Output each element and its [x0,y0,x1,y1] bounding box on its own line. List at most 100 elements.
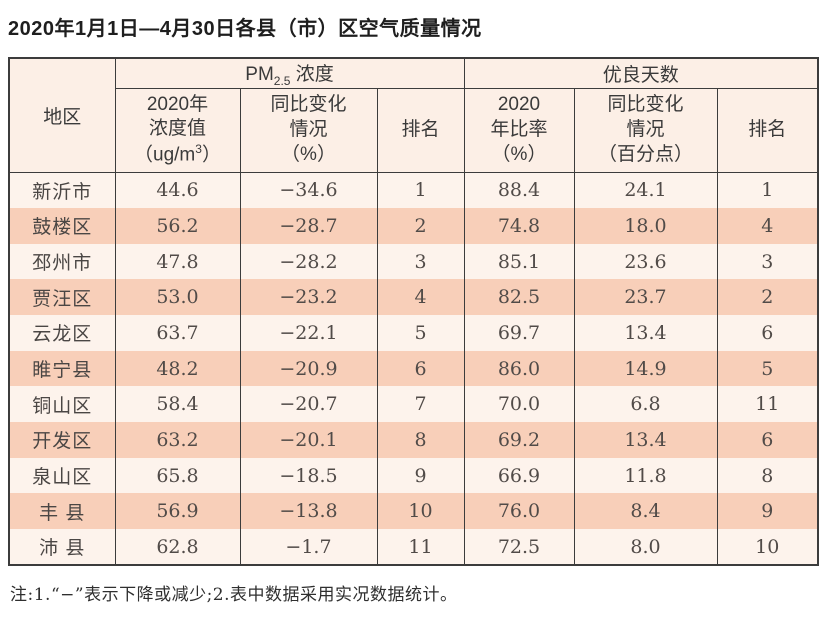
pm-value-cell: 53.0 [114,279,241,316]
region-cell: 睢宁县 [8,350,116,387]
good-ratio-cell: 88.4 [463,172,575,208]
good-ratio-cell: 69.7 [463,315,575,351]
pm-change-cell: −23.2 [239,279,378,316]
unit-open: （ug/m [134,144,196,166]
region-cell: 丰 县 [8,493,116,530]
unit-superscript: 3 [195,141,202,156]
header-pm-value: 2020年 浓度值 （ug/m3） [114,88,241,173]
good-rank-cell: 3 [716,243,819,280]
table-row: 鼓楼区 56.2 −28.7 2 74.8 18.0 4 [8,207,819,244]
footnote: 注:1.“−”表示下降或减少;2.表中数据采用实况数据统计。 [10,584,458,605]
pm-label: PM [245,64,274,85]
good-rank-cell: 10 [716,529,819,565]
good-rank-cell: 6 [716,315,819,351]
region-cell: 贾汪区 [8,279,116,316]
header-good-rank: 排名 [716,88,819,173]
ratio-change-cell: 13.4 [573,315,718,351]
ratio-change-cell: 23.7 [573,279,718,316]
pm-value-cell: 62.8 [114,529,241,565]
pm-rank-cell: 7 [376,386,465,423]
header-sub-row: 2020年 浓度值 （ug/m3） 同比变化 情况 （%） 排名 2020 年比率 … [9,88,819,173]
pm-rank-cell: 8 [376,422,465,458]
table-row: 泉山区 65.8 −18.5 9 66.9 11.8 8 [8,457,819,494]
good-ratio-cell: 74.8 [463,207,575,244]
header-region: 地区 [8,58,116,173]
header-group-good-days: 优良天数 [463,58,819,89]
header-pm-value-line1: 2020年 [146,93,209,115]
pm-subscript: 2.5 [273,73,291,88]
table-row: 云龙区 63.7 −22.1 5 69.7 13.4 6 [8,315,819,351]
good-rank-cell: 11 [716,386,819,423]
pm-value-cell: 65.8 [114,457,241,494]
air-quality-table: 地区 PM2.5 浓度 优良天数 2020年 浓度值 （ug/m3） 同比变化 情况… [8,57,819,566]
pm-change-cell: −1.7 [239,529,378,565]
pm-change-cell: −18.5 [239,457,378,494]
good-rank-cell: 4 [716,207,819,244]
header-pm-change: 同比变化 情况 （%） [239,88,378,173]
good-ratio-cell: 76.0 [463,493,575,530]
pm-rank-cell: 6 [376,350,465,387]
good-rank-cell: 6 [716,422,819,458]
table-header: 地区 PM2.5 浓度 优良天数 2020年 浓度值 （ug/m3） 同比变化 情况… [8,58,819,173]
pm-rank-cell: 11 [376,529,465,565]
good-ratio-cell: 66.9 [463,457,575,494]
table-row: 睢宁县 48.2 −20.9 6 86.0 14.9 5 [8,350,819,387]
pm-change-cell: −13.8 [239,493,378,530]
good-ratio-cell: 86.0 [463,350,575,387]
region-cell: 开发区 [8,422,116,458]
table-row: 沛 县 62.8 −1.7 11 72.5 8.0 10 [8,529,819,565]
pm-change-cell: −34.6 [239,172,378,208]
good-rank-cell: 5 [716,350,819,387]
pm-rank-cell: 4 [376,279,465,316]
pm-value-cell: 63.2 [114,422,241,458]
pm-rank-cell: 5 [376,315,465,351]
ratio-change-cell: 24.1 [573,172,718,208]
good-ratio-cell: 72.5 [463,529,575,565]
table-row: 丰 县 56.9 −13.8 10 76.0 8.4 9 [8,493,819,530]
ratio-change-cell: 14.9 [573,350,718,387]
good-rank-cell: 2 [716,279,819,316]
pm-value-cell: 56.9 [114,493,241,530]
table-body: 新沂市 44.6 −34.6 1 88.4 24.1 1 鼓楼区 56.2 −2… [8,172,819,565]
pm-change-cell: −20.7 [239,386,378,423]
region-cell: 鼓楼区 [8,207,116,244]
pm-rank-cell: 1 [376,172,465,208]
pm-change-cell: −28.7 [239,207,378,244]
table-row: 新沂市 44.6 −34.6 1 88.4 24.1 1 [8,172,819,208]
pm-value-cell: 63.7 [114,315,241,351]
pm-rank-cell: 3 [376,243,465,280]
good-ratio-cell: 82.5 [463,279,575,316]
ratio-change-cell: 13.4 [573,422,718,458]
pm-change-cell: −20.9 [239,350,378,387]
ratio-change-cell: 8.4 [573,493,718,530]
region-cell: 泉山区 [8,457,116,494]
region-cell: 沛 县 [8,529,116,565]
pm-value-cell: 48.2 [114,350,241,387]
pm-value-cell: 47.8 [114,243,241,280]
ratio-change-cell: 18.0 [573,207,718,244]
pm-value-cell: 44.6 [114,172,241,208]
header-pm-value-line2: 浓度值 [148,118,206,140]
pm-rank-cell: 10 [376,493,465,530]
pm-suffix: 浓度 [290,64,334,85]
region-cell: 铜山区 [8,386,116,423]
pm-rank-cell: 2 [376,207,465,244]
table-row: 贾汪区 53.0 −23.2 4 82.5 23.7 2 [8,279,819,316]
good-ratio-cell: 69.2 [463,422,575,458]
table-row: 邳州市 47.8 −28.2 3 85.1 23.6 3 [8,243,819,280]
pm-value-cell: 56.2 [114,207,241,244]
header-good-ratio: 2020 年比率 （%） [463,88,575,173]
pm-change-cell: −28.2 [239,243,378,280]
header-ratio-change: 同比变化 情况 （百分点） [573,88,718,173]
region-cell: 云龙区 [8,315,116,351]
unit-close: ） [201,144,221,166]
pm-rank-cell: 9 [376,457,465,494]
ratio-change-cell: 11.8 [573,457,718,494]
page-title: 2020年1月1日—4月30日各县（市）区空气质量情况 [8,18,482,40]
header-pm-value-unit: （ug/m3） [118,142,238,168]
good-rank-cell: 9 [716,493,819,530]
good-rank-cell: 1 [716,172,819,208]
table-row: 铜山区 58.4 −20.7 7 70.0 6.8 11 [8,386,819,423]
header-pm-rank: 排名 [376,88,465,173]
